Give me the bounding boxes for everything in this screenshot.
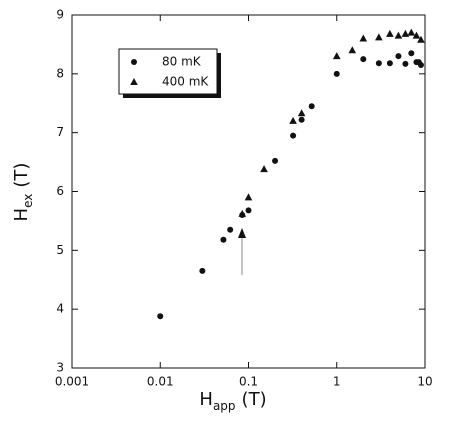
y-label-subscript: ex: [21, 194, 35, 208]
triangle-marker: [348, 46, 357, 54]
triangle-marker: [238, 209, 247, 217]
circle-marker: [333, 70, 340, 77]
circle-marker: [402, 60, 409, 67]
y-tick-label: 3: [56, 361, 64, 375]
triangle-marker: [375, 33, 383, 41]
x-tick-label: 0.001: [55, 375, 89, 389]
circle-marker: [298, 116, 305, 123]
circle-marker: [227, 226, 234, 233]
y-tick-label: 8: [56, 66, 64, 80]
triangle-marker: [386, 29, 394, 37]
circle-marker: [290, 132, 297, 139]
y-tick-label: 7: [56, 125, 64, 139]
triangle-marker: [412, 31, 421, 39]
triangle-marker: [417, 35, 425, 43]
triangle-marker: [289, 116, 297, 124]
triangle-marker: [394, 31, 403, 39]
y-label-symbol: H: [11, 208, 32, 222]
triangle-marker: [407, 28, 416, 36]
circle-marker: [360, 56, 367, 63]
circle-marker: [408, 50, 415, 57]
legend-box: [118, 48, 218, 95]
triangle-marker: [401, 29, 410, 37]
legend-label: 400 mK: [162, 75, 209, 89]
circle-marker: [386, 60, 393, 67]
y-axis-label: Hex (T): [11, 163, 35, 222]
y-tick-label: 6: [56, 184, 64, 198]
triangle-marker: [359, 34, 368, 42]
triangle-marker: [244, 193, 253, 201]
circle-marker: [375, 60, 382, 67]
circle-marker: [417, 62, 424, 69]
y-tick-label: 9: [56, 8, 64, 22]
circle-marker: [395, 53, 402, 60]
annotation-arrow-head: [238, 228, 246, 238]
x-label-subscript: app: [213, 399, 236, 413]
x-tick-label: 0.01: [147, 375, 174, 389]
circle-marker: [157, 313, 164, 320]
x-tick-label: 10: [417, 375, 432, 389]
x-label-unit: (T): [242, 389, 267, 410]
triangle-marker: [260, 165, 268, 173]
x-tick-label: 0.1: [239, 375, 258, 389]
y-label-unit: (T): [11, 163, 32, 188]
circle-marker: [245, 207, 252, 214]
circle-marker: [272, 157, 279, 164]
legend-label: 80 mK: [162, 55, 202, 69]
x-label-symbol: H: [199, 389, 213, 410]
triangle-marker: [332, 52, 341, 60]
triangle-marker: [297, 109, 306, 117]
x-axis-label: Happ (T): [199, 389, 266, 413]
circle-marker: [220, 236, 227, 243]
circle-marker: [308, 103, 315, 110]
triangle-marker: [130, 78, 138, 85]
x-tick-label: 1: [333, 375, 341, 389]
y-tick-label: 4: [56, 302, 64, 316]
y-tick-label: 5: [56, 243, 64, 257]
circle-marker: [199, 267, 206, 274]
circle-marker: [131, 59, 137, 65]
